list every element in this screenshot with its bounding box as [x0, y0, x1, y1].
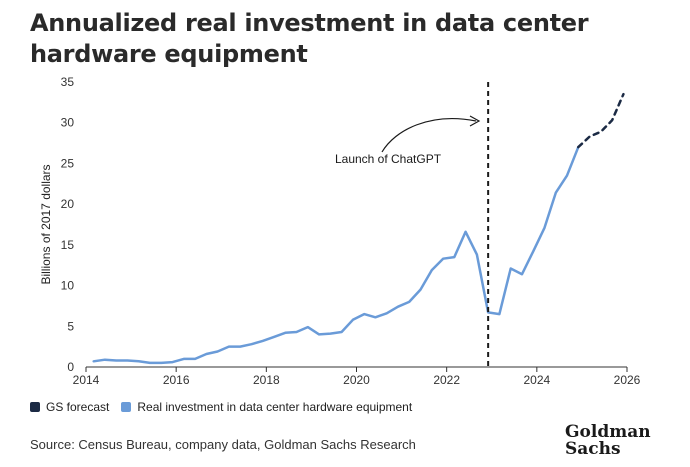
annotation-arrow-curve	[381, 118, 477, 153]
x-tick-label: 2022	[433, 373, 460, 387]
y-axis-label: Billions of 2017 dollars	[39, 164, 53, 284]
source-note: Source: Census Bureau, company data, Gol…	[30, 437, 416, 452]
x-tick-label: 2014	[73, 373, 100, 387]
x-tick-label: 2018	[253, 373, 280, 387]
y-tick-label: 30	[61, 116, 75, 130]
y-tick-label: 35	[61, 75, 75, 89]
annotation-arrow-head	[469, 115, 481, 127]
chart-legend: GS forecast Real investment in data cent…	[30, 400, 424, 414]
y-tick-label: 15	[61, 238, 75, 252]
y-tick-label: 5	[67, 319, 74, 333]
legend-label-forecast: GS forecast	[46, 400, 110, 414]
y-tick-label: 20	[61, 197, 75, 211]
chart-annotations: Launch of ChatGPT	[335, 82, 490, 367]
legend-swatch-actual	[121, 402, 132, 412]
x-tick-label: 2024	[523, 373, 550, 387]
legend-item-forecast: GS forecast	[30, 400, 109, 414]
y-tick-label: 25	[61, 156, 75, 170]
x-tick-label: 2026	[614, 373, 641, 387]
actual-series-line	[92, 145, 580, 365]
forecast-series-line	[577, 92, 625, 149]
chart-title: Annualized real investment in data cente…	[30, 9, 589, 68]
legend-item-actual: Real investment in data center hardware …	[121, 400, 412, 414]
chart-series	[92, 92, 625, 365]
legend-label-actual: Real investment in data center hardware …	[137, 400, 413, 414]
chart-axes: 0 5 10 15 20 25 30 35 2014 2016 2018 2020 2022 2024 20…	[39, 75, 641, 387]
x-tick-label: 2020	[343, 373, 370, 387]
chatgpt-launch-label: Launch of ChatGPT	[335, 152, 442, 166]
logo-line-2: Sachs	[565, 439, 621, 459]
y-tick-label: 10	[61, 279, 75, 293]
y-tick-label: 0	[67, 360, 74, 374]
x-tick-label: 2016	[163, 373, 190, 387]
goldman-sachs-logo: Goldman Sachs	[565, 424, 651, 458]
legend-swatch-forecast	[30, 402, 40, 412]
logo-line-1: Goldman	[565, 422, 651, 442]
